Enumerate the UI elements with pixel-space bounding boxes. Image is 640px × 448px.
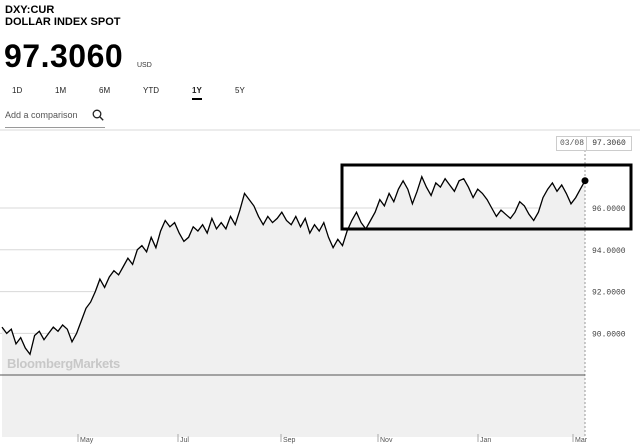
security-name: DOLLAR INDEX SPOT xyxy=(5,16,121,28)
tab-ytd[interactable]: YTD xyxy=(143,86,159,95)
search-icon[interactable] xyxy=(92,109,104,121)
last-point-marker xyxy=(581,177,589,185)
x-tick-label: Nov xyxy=(380,437,393,444)
price-line xyxy=(1,174,586,356)
y-tick-label: 90.0000 xyxy=(592,330,626,339)
x-axis: May Jul Sep Nov Jan Mar xyxy=(77,434,588,444)
range-tabs: 1D 1M 6M YTD 1Y 5Y xyxy=(0,86,300,102)
comparison-field xyxy=(5,107,105,128)
highlight-box xyxy=(340,163,633,231)
x-tick-label: Mar xyxy=(575,437,588,444)
x-tick-label: Jul xyxy=(180,437,189,444)
y-tick-label: 96.0000 xyxy=(592,205,626,214)
ticker-symbol: DXY:CUR xyxy=(5,4,55,16)
cursor-date-label: 03/08 xyxy=(556,136,588,151)
bloomberg-markets-logo: BloombergMarkets xyxy=(7,356,120,371)
comparison-input[interactable] xyxy=(5,110,87,120)
x-tick-label: Sep xyxy=(283,437,296,444)
x-tick-label: May xyxy=(80,437,94,444)
tab-1y[interactable]: 1Y xyxy=(192,86,202,100)
y-axis: 90.0000 92.0000 94.0000 96.0000 xyxy=(592,205,626,339)
currency-label: USD xyxy=(137,62,152,69)
cursor-value-label: 97.3060 xyxy=(586,136,632,151)
y-tick-label: 94.0000 xyxy=(592,247,626,256)
tab-1m[interactable]: 1M xyxy=(55,86,67,95)
tab-5y[interactable]: 5Y xyxy=(235,86,245,95)
tab-6m[interactable]: 6M xyxy=(99,86,111,95)
last-price: 97.3060 xyxy=(4,38,124,74)
tab-1d[interactable]: 1D xyxy=(12,86,23,95)
y-tick-label: 92.0000 xyxy=(592,289,626,298)
x-tick-label: Jan xyxy=(480,437,491,444)
price-area xyxy=(2,176,585,437)
